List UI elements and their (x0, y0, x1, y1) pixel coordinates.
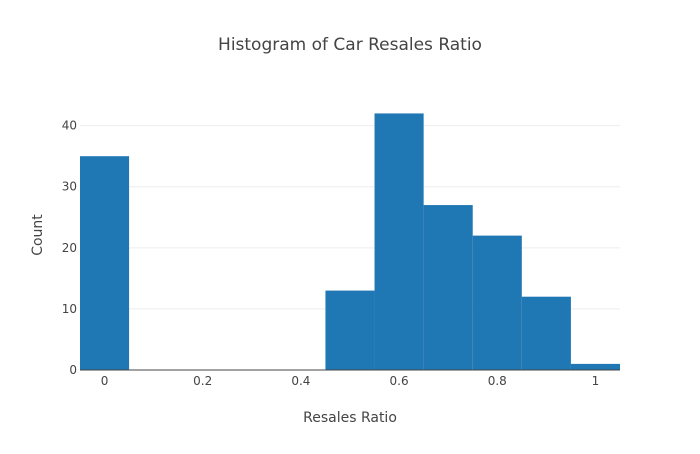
x-tick-label: 1 (592, 374, 600, 388)
histogram-bar-0[interactable] (80, 156, 130, 370)
histogram-bar-8[interactable] (472, 235, 522, 370)
x-axis-title: Resales Ratio (303, 410, 397, 426)
y-tick-label: 10 (62, 302, 77, 316)
histogram-bar-5[interactable] (325, 290, 375, 370)
y-axis-ticks: 0 10 20 30 40 (62, 119, 77, 377)
x-tick-label: 0.8 (488, 374, 507, 388)
histogram-bar-7[interactable] (423, 205, 473, 370)
x-tick-label: 0.4 (291, 374, 310, 388)
y-tick-label: 0 (69, 363, 77, 377)
chart-title: Histogram of Car Resales Ratio (218, 35, 482, 55)
histogram-bar-6[interactable] (374, 113, 424, 371)
x-axis-ticks: 0 0.2 0.4 0.6 0.8 1 (101, 374, 600, 388)
histogram-bar-10[interactable] (570, 363, 620, 370)
histogram-bars (80, 113, 620, 371)
y-tick-label: 20 (62, 241, 77, 255)
x-tick-label: 0.2 (193, 374, 212, 388)
x-tick-label: 0.6 (390, 374, 409, 388)
y-tick-label: 40 (62, 119, 77, 133)
grid-lines (80, 125, 620, 310)
y-axis-title: Count (30, 214, 46, 256)
y-tick-label: 30 (62, 180, 77, 194)
histogram-bar-9[interactable] (521, 296, 571, 370)
x-tick-label: 0 (101, 374, 109, 388)
